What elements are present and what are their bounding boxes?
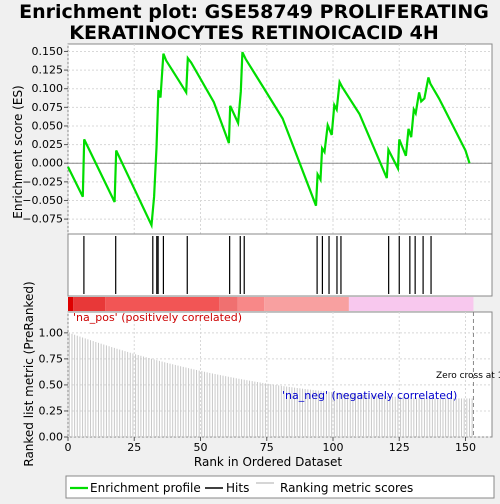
metric-y-tick-label: 0.00 — [39, 431, 64, 444]
metric-y-axis-label: Ranked list metric (PreRanked) — [22, 281, 36, 466]
rank-bar-segment — [73, 297, 106, 311]
rank-bar-segment — [348, 297, 474, 311]
zero-cross-label: Zero cross at 153 — [436, 371, 500, 381]
rank-bar-segment — [237, 297, 265, 311]
es-y-tick-label: 0.075 — [32, 101, 64, 114]
chart-title-line1: Enrichment plot: GSE58749 PROLIFERATING — [19, 1, 489, 23]
chart-title-line2: KERATINOCYTES RETINOICACID 4H — [69, 22, 439, 44]
es-y-tick-label: −0.050 — [22, 194, 63, 207]
metric-y-axis-ticks: 0.00 0.25 0.50 0.75 1.00 — [39, 326, 68, 444]
hits-panel-frame — [67, 233, 493, 297]
legend: Enrichment profile Hits Ranking metric s… — [70, 481, 413, 495]
rank-bar-segment — [264, 297, 349, 311]
enrichment-profile-line — [67, 51, 471, 230]
es-y-tick-label: 0.050 — [32, 119, 64, 132]
rank-bar-segment — [105, 297, 220, 311]
rank-bar-segment — [219, 297, 238, 311]
rank-bar-segment — [68, 297, 74, 311]
metric-y-tick-label: 0.25 — [39, 404, 64, 417]
es-y-tick-label: 0.025 — [32, 138, 64, 151]
metric-x-tick-label: 75 — [260, 441, 274, 454]
es-y-tick-label: 0.150 — [32, 45, 64, 58]
legend-metric-label: Ranking metric scores — [280, 481, 413, 495]
label-na-pos: 'na_pos' (positively correlated) — [73, 311, 242, 324]
metric-y-tick-label: 0.50 — [39, 378, 64, 391]
legend-frame — [65, 475, 495, 499]
es-y-axis-label: Enrichment score (ES) — [11, 85, 25, 218]
metric-panel-frame — [67, 311, 493, 438]
legend-hits-label: Hits — [226, 481, 249, 495]
metric-x-tick-label: 50 — [194, 441, 208, 454]
metric-x-tick-label: 25 — [127, 441, 141, 454]
metric-x-tick-label: 125 — [389, 441, 410, 454]
rank-color-bar — [68, 297, 474, 311]
metric-x-axis-ticks: 0 25 50 75 100 125 150 — [65, 437, 476, 454]
es-y-tick-label: 0.000 — [32, 157, 64, 170]
es-y-tick-label: 0.100 — [32, 82, 64, 95]
es-y-axis-ticks: −0.075 −0.050 −0.025 0.000 0.025 0.050 0.075 0.… — [22, 45, 68, 226]
metric-y-tick-label: 0.75 — [39, 352, 64, 365]
metric-y-tick-label: 1.00 — [39, 326, 64, 339]
es-panel-frame — [67, 43, 493, 235]
es-y-tick-label: −0.075 — [22, 213, 63, 226]
metric-x-tick-label: 150 — [455, 441, 476, 454]
metric-bars — [68, 332, 473, 437]
metric-x-axis-label: Rank in Ordered Dataset — [194, 455, 342, 469]
metric-x-tick-label: 100 — [323, 441, 344, 454]
es-y-tick-label: −0.025 — [22, 175, 63, 188]
legend-enrichment-label: Enrichment profile — [90, 481, 201, 495]
es-y-tick-label: 0.125 — [32, 64, 64, 77]
label-na-neg: 'na_neg' (negatively correlated) — [282, 389, 457, 402]
metric-x-tick-label: 0 — [65, 441, 72, 454]
hits-group — [83, 236, 432, 294]
